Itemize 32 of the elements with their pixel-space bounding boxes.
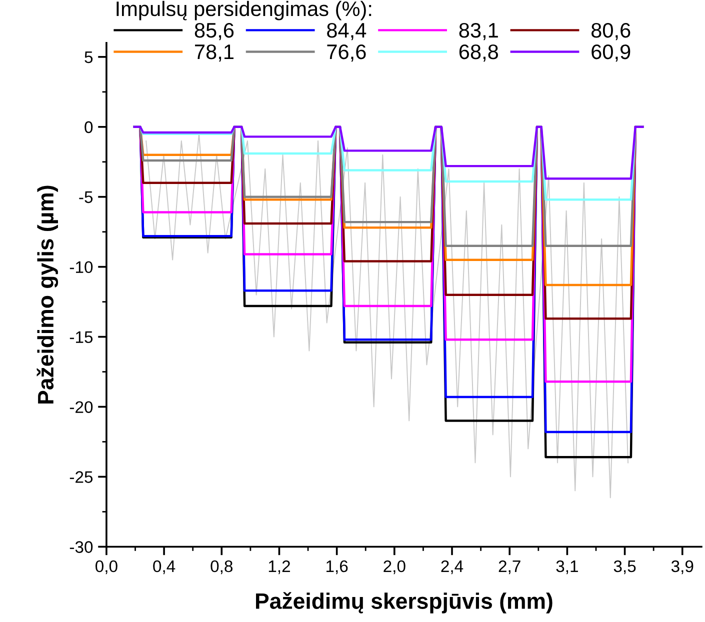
line-series <box>146 133 628 498</box>
legend-label: 84,4 <box>327 22 366 40</box>
legend-label: 60,9 <box>592 44 630 62</box>
x-tick-label: 2,4 <box>441 560 464 574</box>
legend-label: 80,6 <box>591 22 630 40</box>
legend-label: 85,6 <box>194 22 234 40</box>
legend-title: Impulsų persidengimas (%): <box>116 0 372 20</box>
x-tick-label: 0,8 <box>210 560 232 574</box>
x-tick-label: 1,2 <box>268 560 290 574</box>
y-tick-label: -20 <box>70 401 93 413</box>
y-tick-label: 5 <box>84 51 93 64</box>
x-tick-label: 3,1 <box>556 560 578 574</box>
y-tick-label: -25 <box>70 471 93 483</box>
x-tick-label: 0,0 <box>96 560 118 574</box>
y-tick-label: -5 <box>79 191 93 204</box>
legend-label: 68,8 <box>459 44 498 62</box>
x-tick-label: 0,4 <box>153 560 176 574</box>
y-tick-label: -10 <box>70 261 93 274</box>
y-axis-title: Pažeidimo gylis (µm) <box>36 186 58 404</box>
x-tick-label: 1,6 <box>326 560 348 574</box>
y-tick-label: -30 <box>70 541 93 553</box>
y-tick-label: -15 <box>70 331 93 344</box>
legend-label: 78,1 <box>195 44 234 62</box>
legend-label: 83,1 <box>459 22 498 40</box>
y-tick-label: 0 <box>84 121 93 134</box>
x-tick-label: 2,7 <box>498 560 520 574</box>
x-tick-label: 2,0 <box>384 560 406 574</box>
line-series <box>133 126 644 180</box>
x-tick-label: 3,5 <box>614 560 636 574</box>
x-tick-label: 3,9 <box>671 560 694 574</box>
x-axis-title: Pažeidimų skerspjūvis (mm) <box>256 592 552 614</box>
legend-label: 76,6 <box>327 44 366 62</box>
